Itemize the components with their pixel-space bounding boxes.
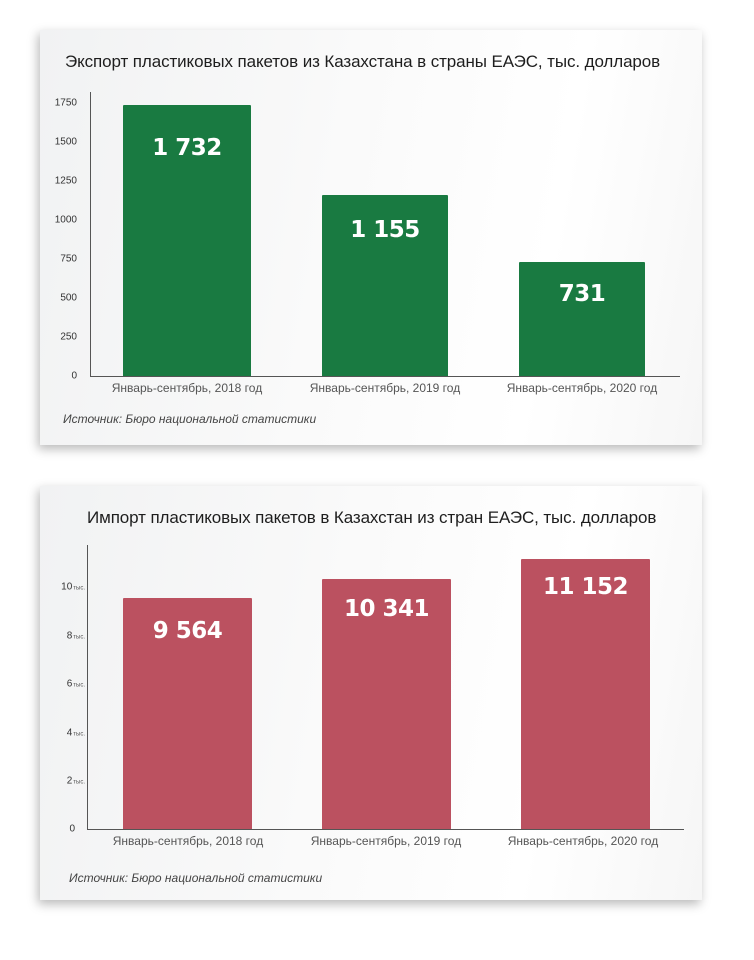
bar-value-label: 10 341: [343, 596, 430, 622]
y-tick: 250: [60, 331, 77, 343]
bar-2018: 1 732: [123, 105, 251, 376]
y-tick-unit: тыс.: [73, 731, 85, 738]
y-tick-value: 6: [66, 678, 73, 690]
y-tick: 0: [35, 824, 75, 835]
y-tick: 8тыс.: [45, 631, 85, 642]
y-tick: 2тыс.: [45, 776, 85, 787]
bar-value-label: 1 732: [152, 135, 222, 161]
x-axis-line: [87, 829, 684, 830]
y-tick-value: 4: [66, 727, 73, 739]
y-tick: 500: [60, 292, 77, 304]
y-tick: 1000: [54, 214, 77, 226]
x-tick-label: Январь-сентябрь, 2019 год: [309, 381, 461, 395]
bar-value-label: 11 152: [542, 574, 629, 600]
x-tick-label: Январь-сентябрь, 2018 год: [111, 381, 263, 395]
x-tick-label: Январь-сентябрь, 2020 год: [507, 834, 659, 848]
y-tick: 0: [71, 370, 77, 382]
y-tick: 1750: [54, 97, 77, 109]
y-axis-line: [87, 545, 88, 830]
x-tick-label: Январь-сентябрь, 2019 год: [310, 834, 462, 848]
export-chart-card: Экспорт пластиковых пакетов из Казахстан…: [40, 30, 702, 445]
y-tick-value: 0: [69, 823, 75, 835]
source-note: Источник: Бюро национальной статистики: [69, 871, 323, 885]
y-tick-unit: тыс.: [73, 634, 85, 641]
x-axis-line: [90, 376, 680, 377]
bar-value-label: 9 564: [152, 618, 223, 644]
x-tick-label: Январь-сентябрь, 2018 год: [112, 834, 264, 848]
bar-2019: 1 155: [322, 195, 448, 376]
bar-2019: 10 341: [322, 579, 451, 829]
y-tick-value: 10: [61, 581, 73, 593]
import-chart-card: Импорт пластиковых пакетов в Казахстан и…: [40, 486, 702, 900]
chart-title: Импорт пластиковых пакетов в Казахстан и…: [87, 508, 657, 527]
y-tick-unit: тыс.: [73, 779, 85, 786]
y-tick-unit: тыс.: [73, 682, 85, 689]
y-axis-line: [90, 92, 91, 377]
y-tick: 4тыс.: [45, 728, 85, 739]
bar-value-label: 731: [558, 281, 606, 307]
chart-title: Экспорт пластиковых пакетов из Казахстан…: [65, 52, 661, 71]
y-tick-value: 2: [66, 775, 73, 787]
source-note: Источник: Бюро национальной статистики: [63, 412, 317, 426]
y-tick: 750: [60, 253, 77, 265]
x-tick-label: Январь-сентябрь, 2020 год: [506, 381, 658, 395]
y-tick-unit: тыс.: [73, 585, 85, 592]
y-tick: 1500: [54, 136, 77, 148]
bar-2020: 731: [519, 262, 645, 376]
bar-2020: 11 152: [521, 559, 650, 829]
y-tick: 6тыс.: [45, 679, 85, 690]
y-tick: 1250: [54, 175, 77, 187]
y-tick: 10тыс.: [45, 582, 85, 593]
y-tick-value: 8: [66, 630, 73, 642]
bar-value-label: 1 155: [350, 217, 420, 243]
bar-2018: 9 564: [123, 598, 252, 829]
